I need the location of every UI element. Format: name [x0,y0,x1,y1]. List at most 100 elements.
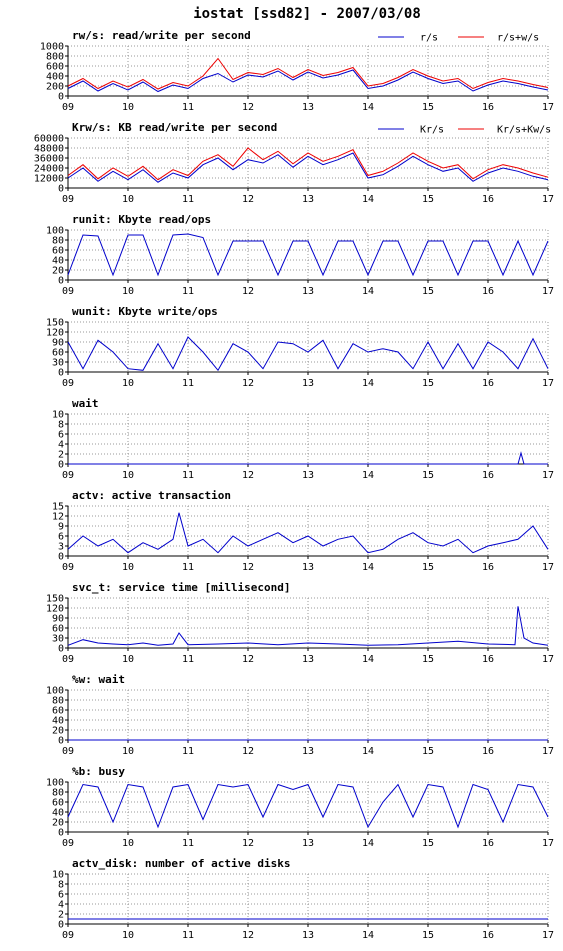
y-tick-label: 80 [52,788,64,799]
x-tick-label: 13 [302,102,314,113]
x-tick-label: 15 [422,194,434,205]
x-tick-label: 17 [542,378,554,389]
y-tick-label: 1000 [40,42,64,53]
x-tick-label: 16 [482,286,494,297]
x-tick-label: 17 [542,930,554,941]
y-tick-label: 100 [46,226,64,237]
y-tick-label: 0 [58,460,64,471]
x-tick-label: 12 [242,562,254,573]
x-tick-label: 16 [482,654,494,665]
y-tick-label: 40 [52,256,64,267]
panel-title: rw/s: read/write per second [72,29,251,42]
y-tick-label: 0 [58,828,64,839]
x-tick-label: 09 [62,378,74,389]
x-tick-label: 11 [182,930,194,941]
x-tick-label: 11 [182,746,194,757]
y-tick-label: 40 [52,808,64,819]
y-tick-label: 60 [52,706,64,717]
series-line-0 [67,233,549,277]
series-line-0 [67,606,549,646]
y-tick-label: 15 [52,502,64,513]
x-tick-label: 15 [422,378,434,389]
y-tick-label: 60 [52,624,64,635]
y-tick-label: 3 [58,542,64,553]
y-tick-label: 90 [52,338,64,349]
y-tick-label: 20 [52,818,64,829]
x-tick-label: 09 [62,286,74,297]
x-tick-label: 14 [362,654,374,665]
x-tick-label: 13 [302,654,314,665]
series-line-0 [67,152,549,183]
x-tick-label: 14 [362,378,374,389]
x-tick-label: 09 [62,470,74,481]
x-tick-label: 16 [482,746,494,757]
x-tick-label: 16 [482,470,494,481]
x-tick-label: 12 [242,930,254,941]
y-tick-label: 8 [58,880,64,891]
x-tick-label: 12 [242,470,254,481]
x-tick-label: 17 [542,838,554,849]
x-tick-label: 10 [122,102,134,113]
y-tick-label: 30 [52,358,64,369]
y-tick-label: 10 [52,410,64,421]
x-tick-label: 14 [362,102,374,113]
y-tick-label: 48000 [34,144,64,155]
legend-label-1: Kr/s+Kw/s [497,125,551,136]
y-tick-label: 800 [46,52,64,63]
legend-label-1: r/s+w/s [497,33,539,44]
y-tick-label: 120 [46,328,64,339]
x-tick-label: 15 [422,562,434,573]
y-tick-label: 6 [58,532,64,543]
chart-panel-0: rw/s: read/write per second 1000800600400… [40,29,554,113]
chart-panel-1: Krw/s: KB read/write per second 600004800… [34,121,554,205]
panel-title: actv: active transaction [72,489,231,502]
x-tick-label: 15 [422,286,434,297]
x-tick-label: 13 [302,378,314,389]
y-tick-label: 80 [52,236,64,247]
x-tick-label: 17 [542,470,554,481]
y-tick-label: 30 [52,634,64,645]
x-tick-label: 13 [302,746,314,757]
y-tick-label: 200 [46,82,64,93]
x-tick-label: 11 [182,286,194,297]
x-tick-label: 13 [302,194,314,205]
legend-label-0: r/s [420,33,438,44]
panel-title: actv_disk: number of active disks [72,857,291,870]
x-tick-label: 17 [542,194,554,205]
y-tick-label: 2 [58,910,64,921]
x-tick-label: 10 [122,378,134,389]
x-tick-label: 11 [182,470,194,481]
x-tick-label: 14 [362,286,374,297]
panel-title: svc_t: service time [millisecond] [72,581,291,594]
y-tick-label: 80 [52,696,64,707]
series-line-0 [68,451,548,465]
x-tick-label: 14 [362,194,374,205]
y-tick-label: 100 [46,778,64,789]
y-tick-label: 60 [52,348,64,359]
x-tick-label: 14 [362,470,374,481]
y-tick-label: 36000 [34,154,64,165]
y-tick-label: 20 [52,726,64,737]
x-tick-label: 13 [302,286,314,297]
x-tick-label: 11 [182,194,194,205]
y-tick-label: 60 [52,798,64,809]
y-tick-label: 100 [46,686,64,697]
x-tick-label: 09 [62,102,74,113]
y-tick-label: 0 [58,92,64,103]
x-tick-label: 10 [122,838,134,849]
series-line-0 [67,783,549,829]
x-tick-label: 09 [62,562,74,573]
y-tick-label: 8 [58,420,64,431]
x-tick-label: 13 [302,470,314,481]
x-tick-label: 12 [242,286,254,297]
y-tick-label: 0 [58,552,64,563]
x-tick-label: 11 [182,378,194,389]
x-tick-label: 10 [122,746,134,757]
x-tick-label: 10 [122,654,134,665]
x-tick-label: 09 [62,194,74,205]
x-tick-label: 09 [62,930,74,941]
